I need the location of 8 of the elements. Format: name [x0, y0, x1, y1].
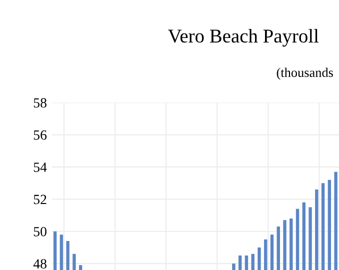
y-tick-label: 56	[34, 130, 47, 140]
y-tick-label: 50	[34, 226, 46, 236]
chart-title: Vero Beach Payroll	[168, 28, 319, 47]
chart-subtitle: (thousands	[276, 68, 333, 80]
y-tick-label: 52	[34, 194, 46, 204]
y-tick-label: 48	[33, 259, 46, 269]
y-tick-label: 58	[34, 98, 46, 108]
y-tick-label: 54	[34, 162, 47, 172]
